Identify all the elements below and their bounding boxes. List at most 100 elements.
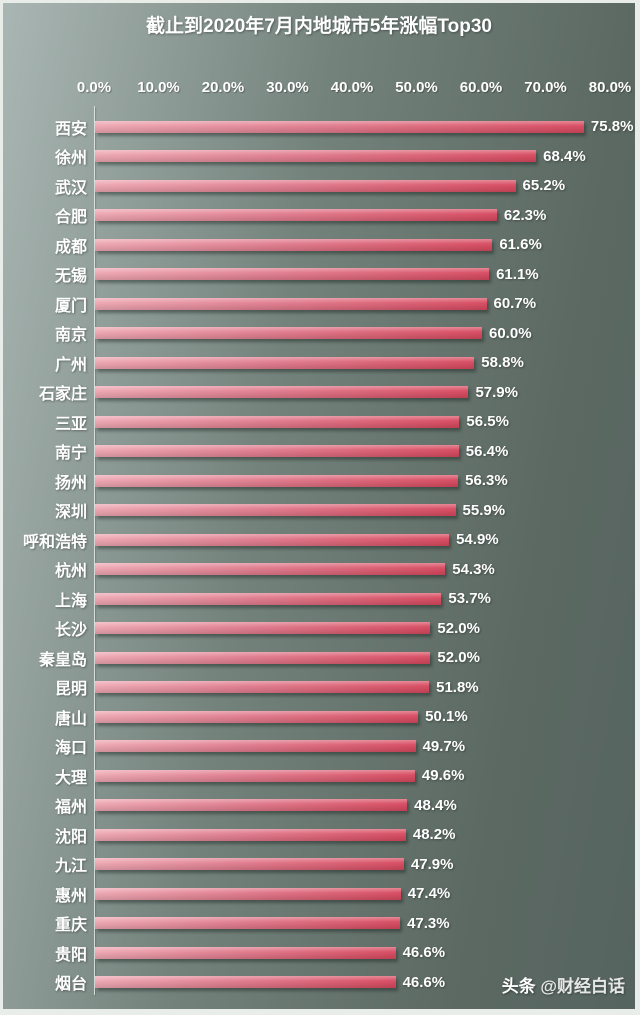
chart-row: 合肥 62.3%	[3, 201, 635, 231]
chart-row: 南京 60.0%	[3, 319, 635, 349]
value-label: 53.7%	[448, 590, 491, 608]
bar	[95, 887, 401, 900]
value-label: 56.4%	[465, 442, 509, 460]
bar	[95, 120, 584, 133]
value-label: 46.6%	[402, 973, 446, 991]
bar	[95, 150, 537, 163]
chart-row: 无锡 61.1%	[3, 260, 635, 290]
category-label: 贵阳	[54, 946, 87, 964]
bar	[95, 415, 460, 428]
chart-row: 上海 53.7%	[3, 584, 635, 614]
chart-row: 南宁 56.4%	[3, 437, 635, 467]
chart-row: 烟台 46.6%	[3, 968, 635, 998]
category-label: 福州	[54, 799, 87, 817]
chart-row: 呼和浩特 54.9%	[3, 525, 635, 555]
category-label: 长沙	[54, 622, 87, 640]
value-label: 60.0%	[489, 324, 532, 342]
chart-row: 海口 49.7%	[3, 732, 635, 762]
chart-row: 重庆 47.3%	[3, 909, 635, 939]
value-label: 51.8%	[436, 678, 479, 696]
chart-row: 福州 48.4%	[3, 791, 635, 821]
x-tick-label: 0.0%	[76, 79, 112, 96]
chart-row: 惠州 47.4%	[3, 879, 635, 909]
bar	[95, 238, 493, 251]
category-label: 广州	[54, 356, 87, 374]
chart-row: 石家庄 57.9%	[3, 378, 635, 408]
value-label: 57.9%	[475, 383, 518, 401]
value-label: 52.0%	[437, 619, 480, 637]
category-label: 三亚	[54, 415, 87, 433]
category-label: 成都	[54, 238, 87, 256]
category-label: 重庆	[54, 917, 87, 935]
value-label: 56.5%	[466, 413, 509, 431]
bar	[95, 976, 396, 989]
value-label: 47.4%	[407, 885, 451, 903]
x-tick-label: 80.0%	[588, 79, 632, 96]
x-tick-label: 70.0%	[524, 79, 567, 96]
bar	[95, 533, 450, 546]
category-label: 昆明	[54, 681, 87, 699]
chart-row: 长沙 52.0%	[3, 614, 635, 644]
chart-row: 九江 47.9%	[3, 850, 635, 880]
value-label: 48.2%	[412, 826, 456, 844]
value-label: 61.6%	[499, 236, 542, 254]
watermark-brand: 头条	[501, 977, 536, 996]
category-label: 呼和浩特	[22, 533, 87, 551]
x-tick-label: 50.0%	[395, 79, 438, 96]
chart-row: 西安 75.8%	[3, 112, 635, 142]
bar	[95, 209, 497, 222]
value-label: 58.8%	[481, 354, 524, 372]
category-label: 秦皇岛	[38, 651, 87, 669]
bar	[95, 946, 396, 959]
value-label: 62.3%	[503, 206, 547, 224]
watermark-handle: @财经白话	[540, 977, 625, 996]
bar	[95, 179, 516, 192]
chart-row: 沈阳 48.2%	[3, 820, 635, 850]
category-label: 南京	[54, 327, 87, 345]
bar	[95, 268, 490, 281]
chart-row: 徐州 68.4%	[3, 142, 635, 172]
category-label: 徐州	[54, 150, 87, 168]
category-label: 惠州	[54, 887, 87, 905]
category-label: 大理	[54, 769, 87, 787]
bar	[95, 828, 406, 841]
value-label: 52.0%	[437, 649, 480, 667]
bar	[95, 445, 459, 458]
category-label: 武汉	[54, 179, 87, 197]
category-label: 烟台	[54, 976, 87, 994]
bar	[95, 858, 404, 871]
category-label: 深圳	[54, 504, 87, 522]
bar	[95, 799, 408, 812]
bar	[95, 681, 430, 694]
chart-row: 深圳 55.9%	[3, 496, 635, 526]
chart-row: 贵阳 46.6%	[3, 938, 635, 968]
value-label: 68.4%	[543, 147, 586, 165]
category-label: 九江	[54, 858, 87, 876]
chart-row: 唐山 50.1%	[3, 702, 635, 732]
bar	[95, 651, 431, 664]
chart-row: 武汉 65.2%	[3, 171, 635, 201]
value-label: 49.7%	[422, 737, 466, 755]
value-label: 46.6%	[402, 944, 446, 962]
category-label: 杭州	[54, 563, 87, 581]
chart-row: 广州 58.8%	[3, 348, 635, 378]
bar	[95, 622, 431, 635]
bar	[95, 297, 487, 310]
bar	[95, 740, 416, 753]
category-label: 上海	[54, 592, 87, 610]
chart-row: 大理 49.6%	[3, 761, 635, 791]
chart-title: 截止到2020年7月内地城市5年涨幅Top30	[146, 16, 492, 37]
category-label: 扬州	[54, 474, 87, 492]
category-label: 海口	[54, 740, 87, 758]
value-label: 47.9%	[410, 855, 454, 873]
value-label: 49.6%	[421, 767, 465, 785]
bar	[95, 769, 415, 782]
value-label: 54.3%	[452, 560, 495, 578]
value-label: 65.2%	[522, 177, 566, 195]
y-axis-line	[94, 106, 95, 995]
chart-row: 成都 61.6%	[3, 230, 635, 260]
x-tick-label: 20.0%	[201, 79, 245, 96]
bar	[95, 474, 459, 487]
watermark: 头条 @财经白话	[502, 972, 625, 997]
